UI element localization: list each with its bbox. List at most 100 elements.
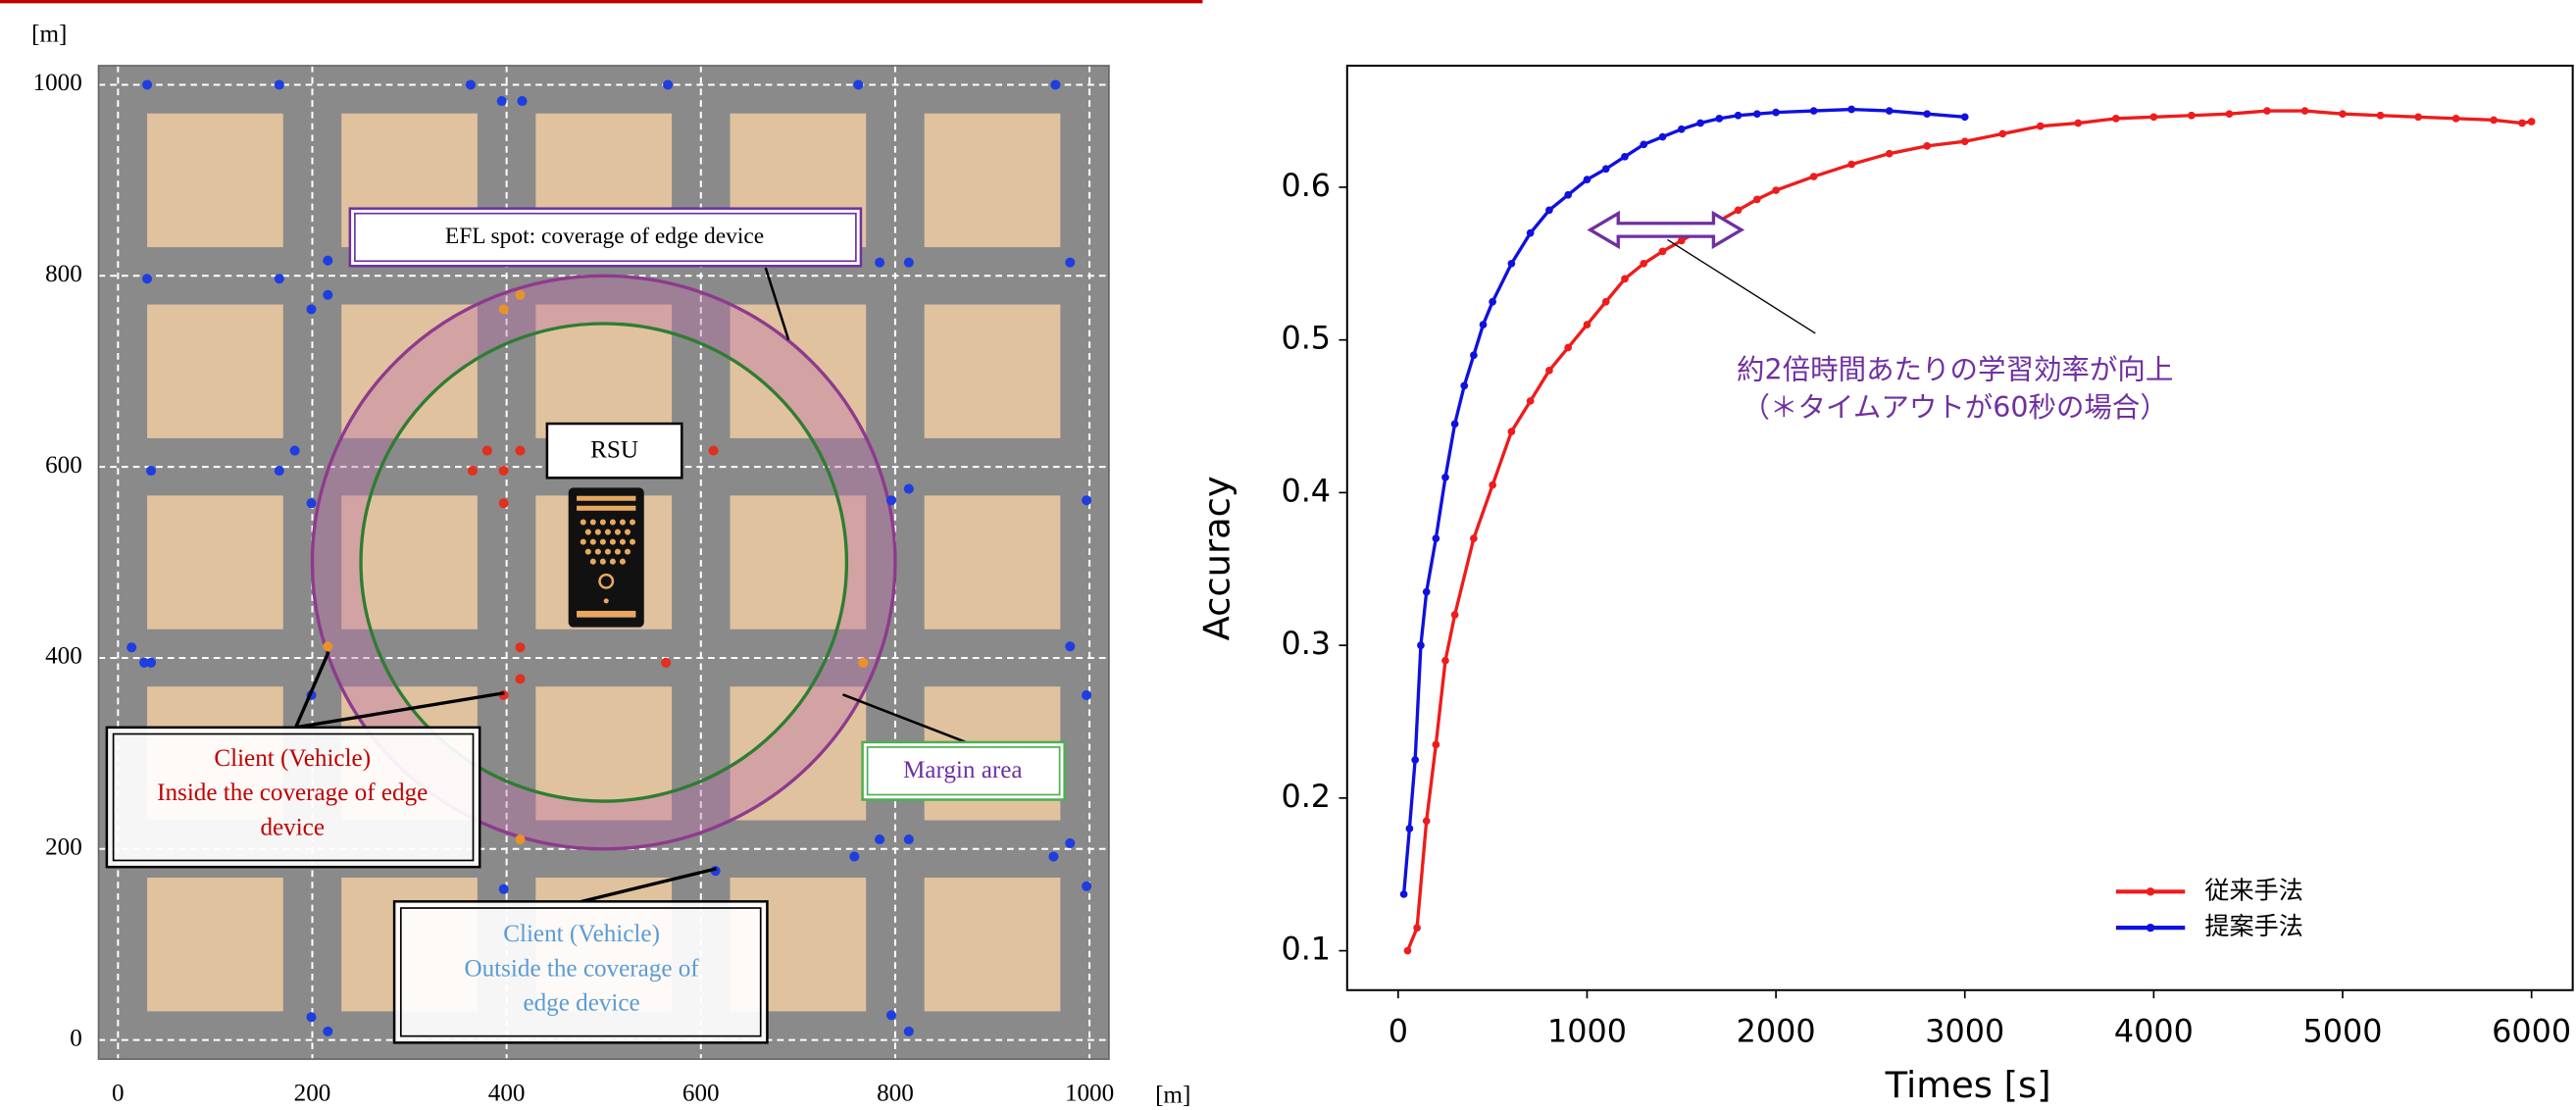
marker bbox=[1753, 196, 1761, 204]
marker bbox=[1961, 113, 1969, 121]
vehicle bbox=[1082, 882, 1091, 891]
vehicle bbox=[323, 256, 332, 266]
marker bbox=[1923, 142, 1931, 150]
marker bbox=[1640, 140, 1647, 148]
marker bbox=[1417, 641, 1425, 649]
vehicle bbox=[466, 79, 476, 89]
marker bbox=[1470, 534, 1478, 542]
marker bbox=[1413, 924, 1421, 932]
marker bbox=[1602, 298, 1610, 306]
x-tick-label: 400 bbox=[488, 1081, 526, 1107]
x-tick-label: 0 bbox=[112, 1081, 125, 1107]
marker bbox=[1998, 130, 2006, 138]
vehicle bbox=[515, 674, 525, 683]
vehicle bbox=[306, 498, 316, 508]
x-tick-label: 2000 bbox=[1737, 1012, 1816, 1049]
vehicle bbox=[661, 658, 671, 668]
marker bbox=[1545, 206, 1553, 214]
marker bbox=[2263, 107, 2271, 115]
vehicle bbox=[499, 304, 509, 314]
city-block bbox=[147, 305, 283, 438]
vehicle bbox=[306, 304, 316, 314]
marker bbox=[1715, 115, 1723, 123]
marker bbox=[1923, 110, 1931, 118]
marker bbox=[1527, 229, 1535, 237]
vehicle bbox=[1082, 495, 1091, 505]
inside-label: device bbox=[260, 814, 325, 840]
vehicle bbox=[904, 484, 914, 494]
x-tick-label: 6000 bbox=[2492, 1012, 2571, 1049]
marker bbox=[1678, 126, 1686, 133]
marker bbox=[1886, 150, 1894, 158]
city-block bbox=[147, 495, 283, 629]
marker bbox=[1564, 191, 1572, 199]
vehicle bbox=[290, 446, 300, 456]
y-tick-label: 0 bbox=[70, 1025, 82, 1051]
marker bbox=[1772, 109, 1780, 117]
vehicle bbox=[875, 258, 884, 268]
marker bbox=[1753, 110, 1761, 118]
vehicle bbox=[515, 290, 525, 300]
x-tick-label: 800 bbox=[877, 1081, 914, 1107]
vehicle bbox=[853, 79, 863, 89]
marker bbox=[1400, 890, 1408, 898]
x-tick-label: 1000 bbox=[1065, 1081, 1114, 1107]
x-tick-label: 4000 bbox=[2114, 1012, 2194, 1049]
vehicle bbox=[275, 466, 284, 476]
vehicle bbox=[323, 290, 332, 300]
x-tick-label: 3000 bbox=[1925, 1012, 2004, 1049]
marker bbox=[1696, 120, 1704, 127]
city-block bbox=[147, 114, 283, 247]
legend-label: 提案手法 bbox=[2204, 912, 2302, 940]
vehicle bbox=[515, 834, 525, 844]
vehicle bbox=[904, 834, 914, 844]
y-tick-label: 0.6 bbox=[1281, 167, 1331, 204]
marker bbox=[1480, 321, 1488, 328]
y-axis-label: [m] bbox=[31, 22, 67, 48]
marker bbox=[1508, 260, 1516, 268]
marker bbox=[2112, 115, 2120, 123]
marker bbox=[1735, 112, 1743, 120]
city-block bbox=[925, 878, 1061, 1011]
marker bbox=[2188, 112, 2196, 120]
marker bbox=[2074, 120, 2082, 127]
x-tick-label: 200 bbox=[294, 1081, 331, 1107]
marker bbox=[1621, 153, 1629, 161]
city-block bbox=[147, 878, 283, 1011]
marker bbox=[1423, 588, 1431, 596]
marker bbox=[1451, 420, 1459, 428]
vehicle bbox=[1048, 852, 1058, 862]
vehicle bbox=[306, 1012, 316, 1022]
vehicle bbox=[482, 446, 492, 456]
outside-label: Client (Vehicle) bbox=[503, 921, 660, 947]
rsu-icon bbox=[569, 487, 644, 627]
vehicle bbox=[499, 498, 509, 508]
annotation: 約2倍時間あたりの学習効率が向上 bbox=[1737, 353, 2173, 385]
y-tick-label: 0.4 bbox=[1281, 472, 1331, 509]
vehicle bbox=[142, 79, 152, 89]
y-tick-label: 0.1 bbox=[1281, 931, 1331, 968]
marker bbox=[1810, 173, 1818, 180]
marker bbox=[1886, 107, 1894, 115]
vehicle bbox=[499, 466, 509, 476]
vehicle bbox=[468, 466, 478, 476]
vehicle bbox=[517, 96, 527, 106]
marker bbox=[1584, 176, 1591, 183]
y-tick-label: 0.2 bbox=[1281, 778, 1331, 815]
marker bbox=[1602, 165, 1610, 173]
marker bbox=[1659, 133, 1667, 141]
marker bbox=[1451, 611, 1459, 619]
efl-label: EFL spot: coverage of edge device bbox=[445, 224, 764, 249]
vehicle bbox=[142, 274, 152, 283]
vehicle bbox=[275, 79, 284, 89]
marker bbox=[1508, 428, 1516, 435]
marker bbox=[1735, 206, 1743, 214]
vehicle bbox=[515, 642, 525, 652]
marker bbox=[1564, 344, 1572, 352]
marker bbox=[1621, 276, 1629, 283]
vehicle bbox=[323, 641, 332, 651]
marker bbox=[1810, 107, 1818, 115]
vehicle bbox=[886, 1010, 896, 1020]
inside-label: Client (Vehicle) bbox=[214, 745, 371, 772]
marker bbox=[1640, 260, 1647, 268]
